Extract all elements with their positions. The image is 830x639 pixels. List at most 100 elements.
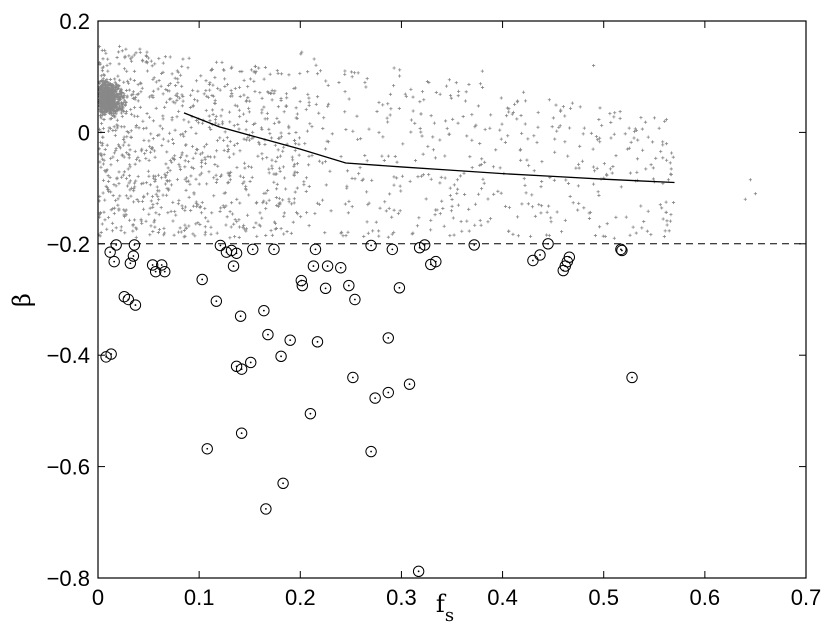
scatter-point (113, 77, 117, 81)
circled-point-center (391, 248, 394, 251)
scatter-point (168, 55, 172, 59)
scatter-point (314, 102, 318, 106)
scatter-point (452, 233, 456, 237)
scatter-point (260, 96, 264, 100)
scatter-point (253, 71, 258, 75)
scatter-point (132, 53, 136, 57)
scatter-point (222, 205, 226, 210)
scatter-point (214, 180, 218, 185)
scatter-point (208, 81, 212, 85)
scatter-point (149, 150, 153, 154)
scatter-point (183, 208, 187, 213)
scatter-point (141, 181, 145, 185)
scatter-point (632, 136, 636, 140)
x-axis-title-subscript: s (445, 605, 454, 626)
circled-point-center (532, 259, 534, 262)
scatter-point (152, 220, 156, 224)
scatter-point (433, 213, 437, 217)
circled-point (307, 260, 320, 272)
scatter-point (398, 209, 402, 213)
scatter-point (162, 233, 166, 237)
scatter-point (456, 187, 460, 191)
scatter-point (190, 144, 195, 149)
scatter-point (393, 154, 397, 159)
scatter-point (109, 108, 113, 112)
scatter-point (122, 135, 126, 139)
scatter-point (162, 226, 166, 230)
scatter-point (144, 148, 148, 153)
scatter-point (597, 117, 601, 122)
scatter-point (351, 129, 355, 133)
scatter-point (226, 181, 230, 185)
scatter-point (650, 140, 655, 144)
scatter-point (523, 122, 527, 126)
scatter-point (191, 88, 195, 92)
scatter-point (223, 84, 227, 89)
scatter-point (618, 116, 622, 121)
scatter-point (624, 215, 628, 219)
scatter-point (478, 218, 482, 223)
scatter-point (131, 224, 135, 228)
scatter-point (242, 137, 246, 141)
scatter-point (631, 225, 635, 229)
scatter-point (420, 134, 424, 138)
scatter-point (320, 161, 325, 165)
scatter-point (419, 174, 424, 178)
scatter-point (133, 185, 137, 189)
scatter-point (159, 176, 164, 180)
scatter-point (153, 225, 157, 229)
scatter-point (264, 201, 269, 205)
scatter-point (238, 149, 242, 153)
scatter-point (219, 114, 223, 118)
scatter-point (149, 94, 153, 98)
scatter-point (662, 234, 666, 239)
scatter-point (125, 184, 130, 188)
scatter-point (465, 134, 469, 138)
scatter-point (160, 143, 164, 148)
x-axis-title-main: f (436, 590, 447, 618)
scatter-point (100, 69, 105, 73)
scatter-point (124, 208, 128, 212)
scatter-point (310, 154, 314, 158)
scatter-point (611, 164, 615, 169)
scatter-point (98, 62, 102, 66)
scatter-point (397, 106, 401, 111)
scatter-point (226, 149, 230, 154)
scatter-point (194, 151, 198, 155)
scatter-point (275, 116, 279, 121)
scatter-point (664, 117, 669, 122)
scatter-point (443, 176, 447, 180)
scatter-point (515, 215, 520, 219)
scatter-point (173, 128, 177, 132)
scatter-point (600, 123, 604, 128)
circled-point-center (301, 284, 304, 287)
scatter-point (206, 219, 210, 223)
scatter-point (302, 180, 306, 184)
scatter-point (668, 219, 673, 223)
scatter-point (456, 94, 460, 98)
scatter-point (591, 182, 596, 186)
scatter-point (134, 157, 139, 162)
scatter-point (225, 136, 229, 140)
scatter-point (115, 96, 119, 100)
scatter-point (196, 121, 201, 125)
scatter-point (362, 234, 366, 239)
scatter-point (210, 211, 214, 215)
scatter-point (99, 74, 103, 78)
scatter-point (246, 96, 250, 100)
scatter-point (198, 222, 202, 227)
scatter-point (114, 226, 118, 230)
scatter-point (169, 209, 173, 213)
scatter-point (151, 229, 155, 234)
plot-frame (97, 20, 807, 579)
scatter-point (580, 159, 585, 163)
scatter-point (107, 83, 111, 87)
scatter-point (133, 97, 137, 101)
scatter-point (284, 92, 289, 96)
scatter-point (323, 231, 327, 235)
scatter-point (304, 176, 309, 180)
scatter-point (292, 201, 296, 205)
scatter-point (150, 194, 155, 199)
scatter-point (595, 166, 599, 170)
scatter-point (127, 174, 132, 178)
